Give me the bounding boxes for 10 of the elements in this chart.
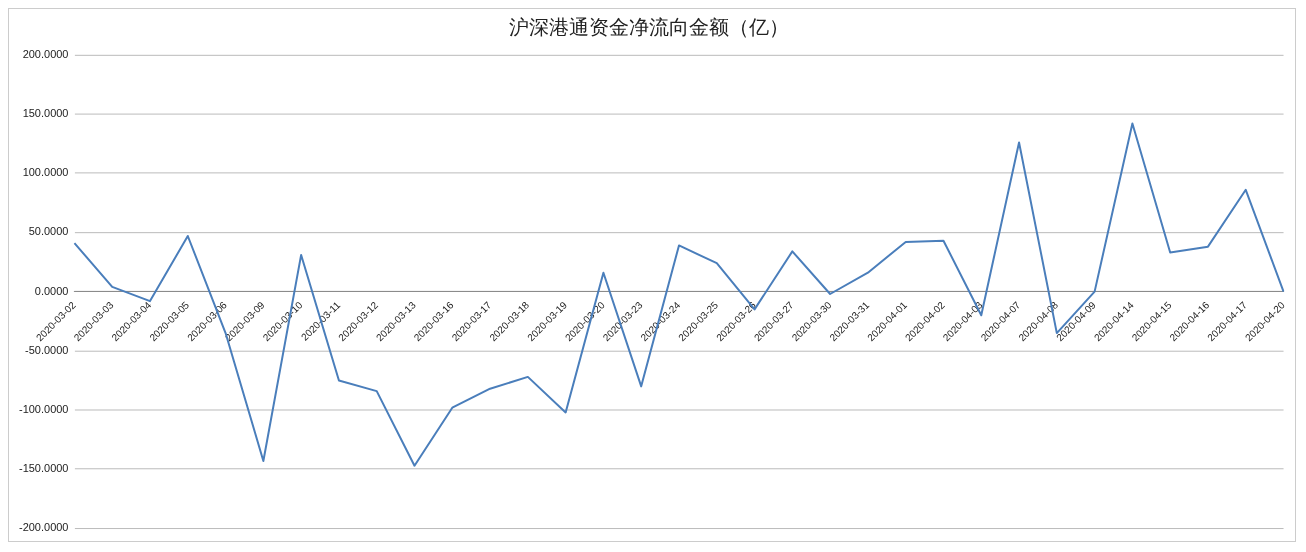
y-tick-label: 50.0000 [28,225,69,238]
y-tick-label: 0.0000 [34,284,69,297]
y-tick-label: -100.0000 [18,403,69,416]
y-tick-label: -50.0000 [25,343,69,356]
y-tick-label: 100.0000 [22,166,69,179]
y-tick-label: -150.0000 [18,462,69,475]
y-tick-label: 200.0000 [22,47,69,60]
chart-title: 沪深港通资金净流向金额（亿） [508,15,790,40]
y-tick-label: 150.0000 [22,107,69,120]
y-tick-label: -200.0000 [18,521,69,534]
